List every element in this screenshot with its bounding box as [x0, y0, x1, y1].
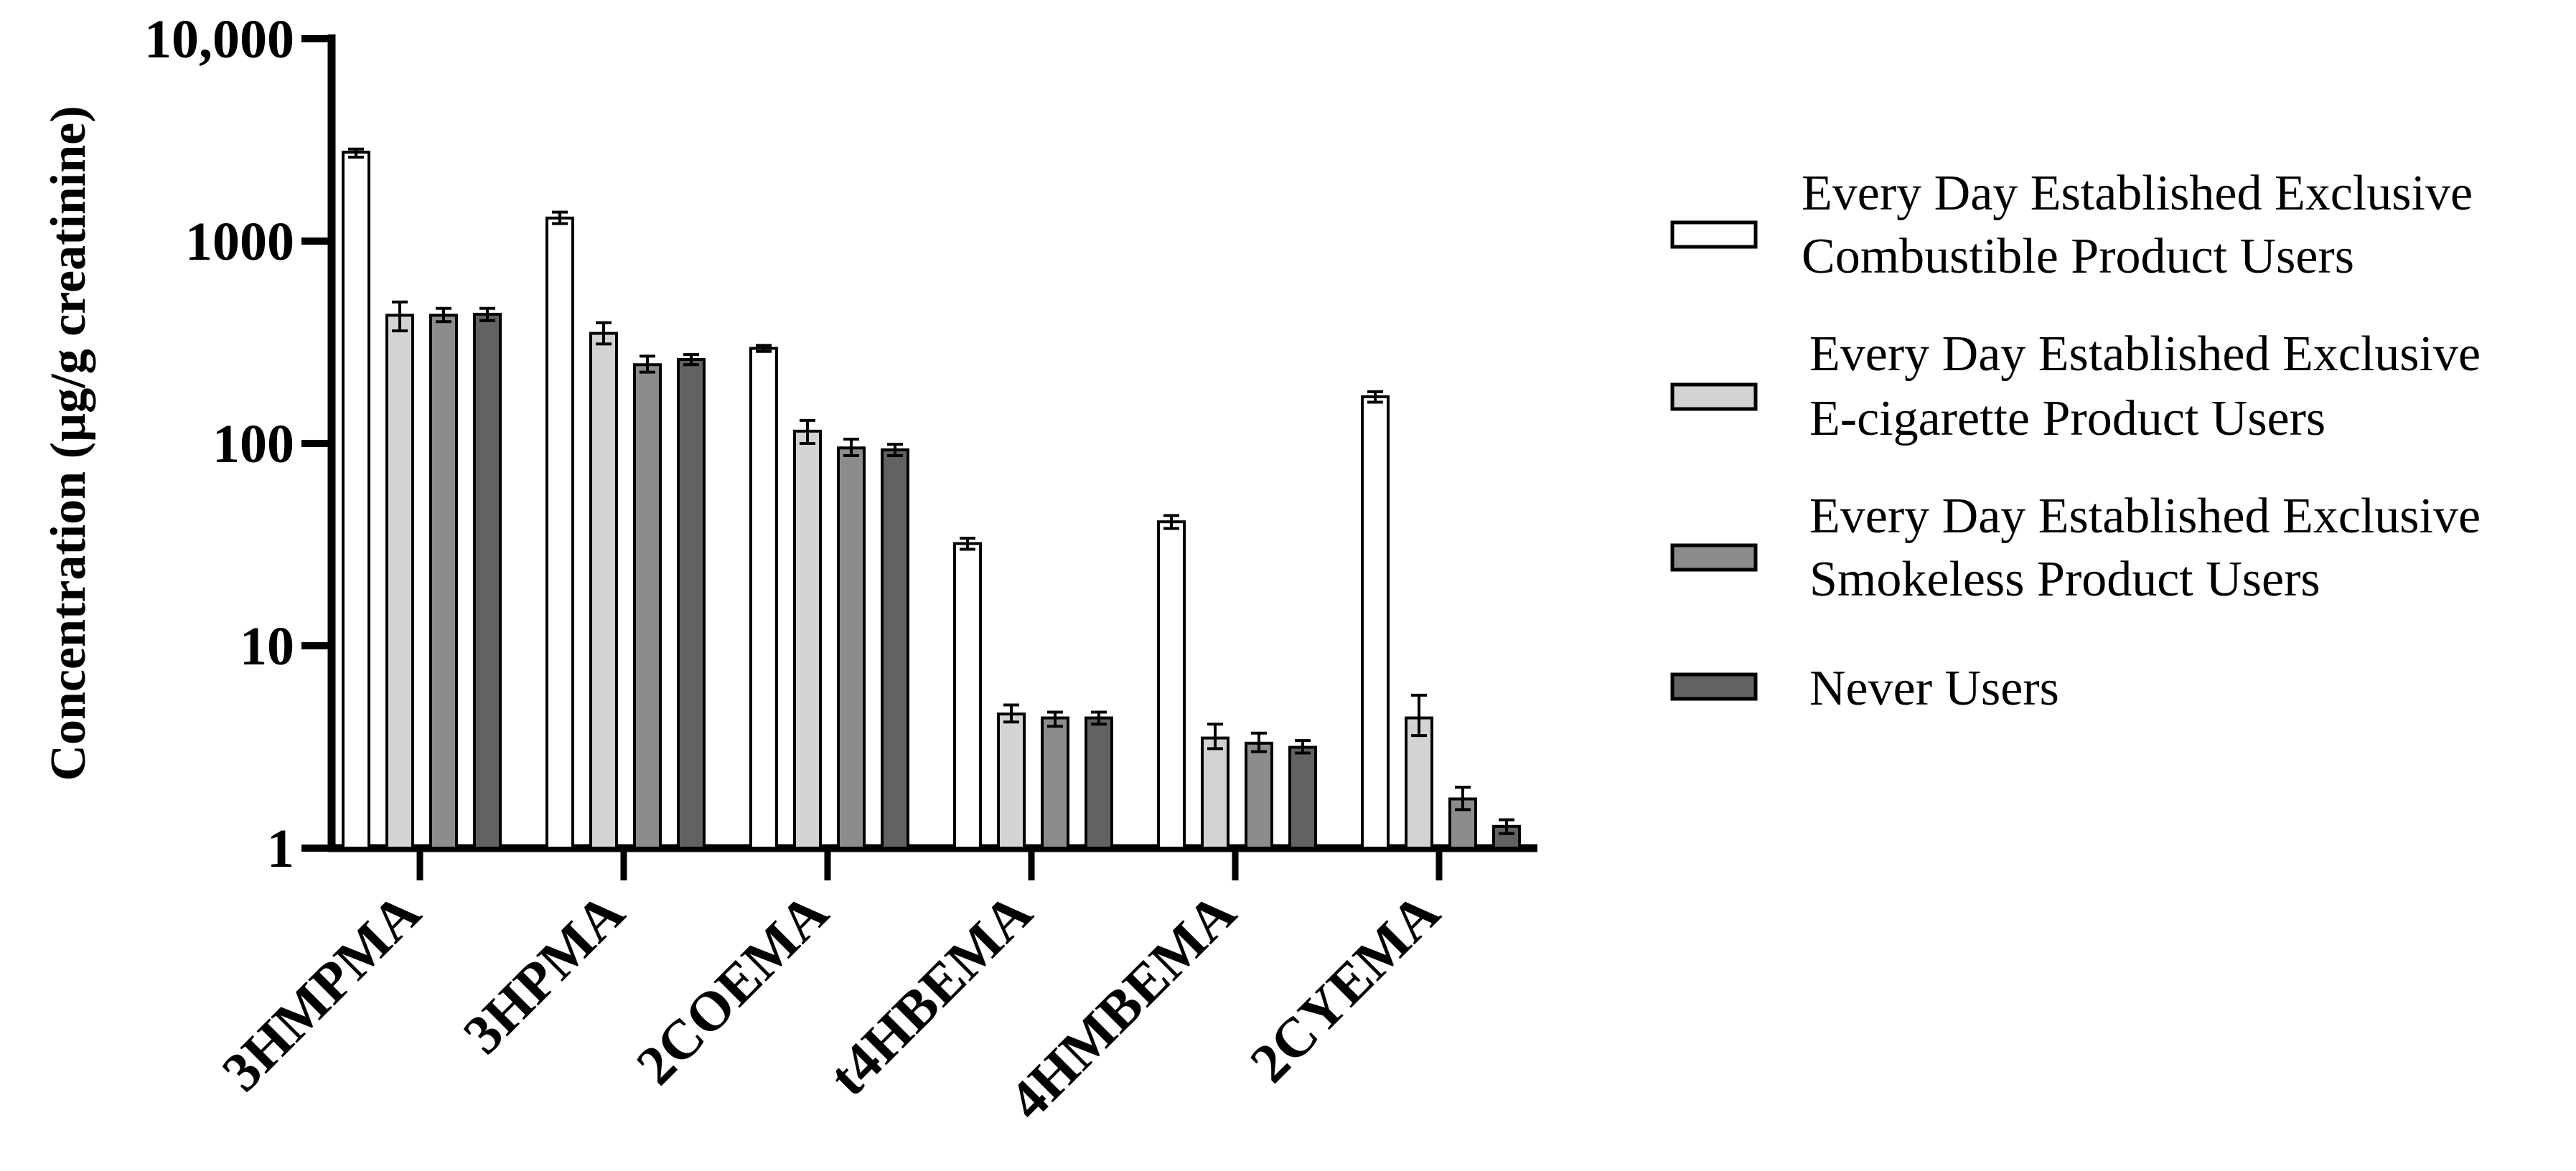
bar — [881, 448, 909, 850]
legend-swatch — [1670, 382, 1758, 411]
bar — [837, 446, 866, 850]
y-tick-label: 100 — [212, 414, 294, 474]
legend-label: Combustible Product Users — [1802, 229, 2354, 284]
legend-swatch — [1670, 672, 1758, 701]
bar — [677, 357, 706, 850]
x-tick-label: 2COEMA — [624, 881, 840, 1097]
y-tick-label: 1 — [267, 819, 294, 879]
bar — [633, 363, 662, 850]
bar — [1041, 716, 1069, 850]
legend-label: E-cigarette Product Users — [1809, 391, 2326, 446]
bar — [1201, 736, 1230, 850]
legend-label: Every Day Established Exclusive — [1809, 489, 2481, 544]
y-tick-label: 1000 — [185, 212, 294, 272]
legend-label: Every Day Established Exclusive — [1809, 326, 2481, 382]
x-tick-label: t4HBEMA — [817, 881, 1044, 1108]
legend-label: Smokeless Product Users — [1809, 552, 2320, 607]
bar — [1288, 746, 1317, 850]
legend-label: Every Day Established Exclusive — [1802, 166, 2473, 221]
bar — [429, 314, 458, 850]
bar — [1405, 716, 1433, 850]
bar — [1085, 716, 1113, 850]
bar — [589, 331, 618, 850]
bar — [749, 347, 778, 850]
bar — [1361, 395, 1390, 850]
bar — [473, 312, 502, 850]
x-tick-label: 2CYEMA — [1238, 881, 1451, 1094]
legend-swatch — [1670, 543, 1758, 572]
bar — [1157, 520, 1186, 850]
legend-swatch — [1670, 220, 1758, 249]
x-tick-label: 3HMPMA — [210, 881, 432, 1104]
x-tick-label: 3HPMA — [451, 881, 636, 1066]
y-axis-title: Concentration (µg/g creatinine) — [41, 105, 96, 781]
bar — [997, 713, 1026, 850]
y-tick-label: 10,000 — [144, 9, 294, 70]
bar — [793, 429, 822, 850]
bar — [953, 542, 982, 850]
bar — [342, 151, 370, 850]
legend-label: Never Users — [1809, 661, 2059, 716]
bar — [385, 314, 414, 850]
y-tick-label: 10 — [240, 616, 294, 677]
bar — [545, 216, 574, 850]
bar — [1245, 741, 1273, 850]
